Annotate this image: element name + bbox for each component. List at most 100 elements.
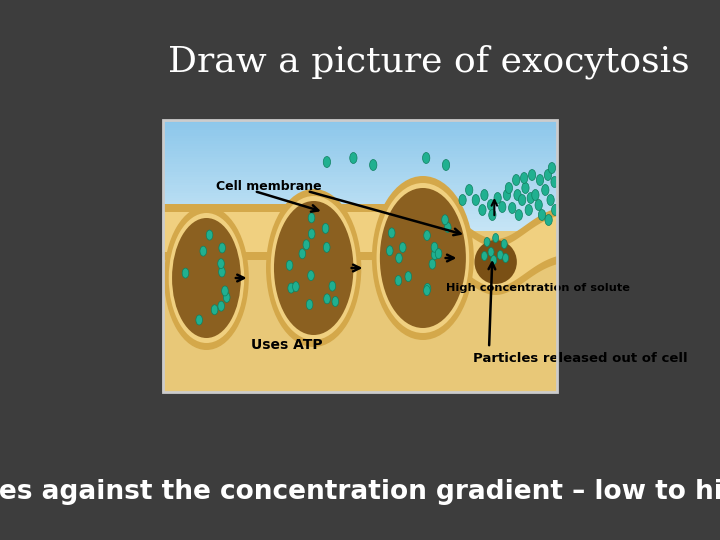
Circle shape bbox=[544, 170, 552, 180]
Circle shape bbox=[308, 213, 315, 223]
Circle shape bbox=[516, 210, 523, 220]
Bar bbox=[163, 238, 557, 241]
Circle shape bbox=[545, 214, 552, 226]
Circle shape bbox=[306, 300, 313, 309]
Circle shape bbox=[481, 190, 488, 200]
Bar bbox=[163, 141, 557, 144]
Circle shape bbox=[513, 174, 520, 186]
Text: Uses ATP: Uses ATP bbox=[251, 338, 323, 352]
Bar bbox=[163, 195, 557, 199]
Bar bbox=[163, 232, 557, 235]
Bar bbox=[163, 235, 557, 238]
Bar bbox=[163, 172, 557, 176]
Ellipse shape bbox=[274, 201, 354, 335]
Circle shape bbox=[387, 246, 393, 256]
Bar bbox=[163, 144, 557, 147]
Circle shape bbox=[200, 246, 207, 256]
Ellipse shape bbox=[380, 188, 466, 328]
Circle shape bbox=[219, 243, 225, 253]
Polygon shape bbox=[163, 212, 557, 287]
Bar bbox=[163, 157, 557, 160]
Ellipse shape bbox=[164, 206, 249, 350]
Circle shape bbox=[219, 267, 225, 277]
Bar bbox=[163, 138, 557, 141]
Bar bbox=[163, 185, 557, 188]
Bar bbox=[163, 242, 557, 246]
Circle shape bbox=[525, 205, 532, 215]
Bar bbox=[163, 175, 557, 178]
Bar bbox=[163, 214, 557, 217]
Ellipse shape bbox=[377, 183, 469, 333]
Circle shape bbox=[217, 259, 225, 269]
Bar bbox=[163, 248, 557, 251]
Circle shape bbox=[499, 201, 506, 213]
Ellipse shape bbox=[168, 213, 244, 343]
Bar bbox=[163, 217, 557, 220]
Polygon shape bbox=[163, 204, 557, 295]
Circle shape bbox=[484, 238, 490, 246]
Text: Goes against the concentration gradient – low to high: Goes against the concentration gradient … bbox=[0, 479, 720, 505]
Bar bbox=[163, 201, 557, 204]
Bar bbox=[163, 170, 557, 173]
Bar bbox=[163, 120, 557, 392]
Circle shape bbox=[405, 272, 412, 281]
Text: Cell membrane: Cell membrane bbox=[216, 179, 321, 192]
Circle shape bbox=[424, 231, 431, 240]
Circle shape bbox=[323, 157, 330, 167]
Circle shape bbox=[479, 205, 486, 215]
Text: Draw a picture of exocytosis: Draw a picture of exocytosis bbox=[168, 45, 690, 79]
Bar bbox=[163, 164, 557, 167]
Bar bbox=[163, 231, 557, 392]
Circle shape bbox=[287, 260, 293, 271]
Bar bbox=[163, 245, 557, 248]
Circle shape bbox=[395, 275, 402, 286]
Bar bbox=[163, 133, 557, 136]
Circle shape bbox=[431, 242, 438, 252]
Bar bbox=[163, 128, 557, 131]
Bar bbox=[163, 222, 557, 225]
Bar bbox=[163, 204, 557, 207]
Circle shape bbox=[369, 159, 377, 171]
Bar bbox=[163, 209, 557, 212]
Circle shape bbox=[532, 190, 539, 200]
Circle shape bbox=[535, 199, 542, 211]
Circle shape bbox=[536, 174, 544, 186]
Circle shape bbox=[541, 185, 549, 195]
Ellipse shape bbox=[372, 176, 474, 340]
Bar bbox=[163, 120, 557, 123]
Bar bbox=[163, 227, 557, 230]
Circle shape bbox=[292, 282, 300, 292]
Bar bbox=[163, 146, 557, 149]
Circle shape bbox=[503, 253, 508, 262]
Circle shape bbox=[182, 268, 189, 278]
Circle shape bbox=[466, 185, 473, 195]
Circle shape bbox=[444, 222, 451, 232]
Circle shape bbox=[522, 183, 529, 193]
Circle shape bbox=[423, 152, 430, 164]
Bar bbox=[163, 191, 557, 194]
Circle shape bbox=[423, 286, 431, 295]
Bar bbox=[163, 225, 557, 227]
Bar bbox=[163, 180, 557, 183]
Bar bbox=[163, 188, 557, 191]
Circle shape bbox=[350, 152, 357, 164]
Circle shape bbox=[459, 194, 467, 206]
Circle shape bbox=[498, 251, 503, 260]
Circle shape bbox=[388, 228, 395, 238]
Bar bbox=[163, 211, 557, 214]
Text: High concentration of solute: High concentration of solute bbox=[446, 283, 630, 293]
Circle shape bbox=[424, 284, 431, 293]
Circle shape bbox=[436, 248, 442, 259]
Circle shape bbox=[482, 252, 487, 260]
Ellipse shape bbox=[266, 189, 361, 347]
Circle shape bbox=[489, 210, 496, 220]
Polygon shape bbox=[163, 257, 557, 392]
Bar bbox=[163, 162, 557, 165]
Ellipse shape bbox=[172, 218, 241, 338]
Circle shape bbox=[552, 205, 559, 215]
Circle shape bbox=[487, 199, 495, 211]
Circle shape bbox=[206, 230, 213, 240]
Circle shape bbox=[303, 240, 310, 249]
Bar bbox=[163, 183, 557, 186]
Circle shape bbox=[494, 192, 501, 204]
